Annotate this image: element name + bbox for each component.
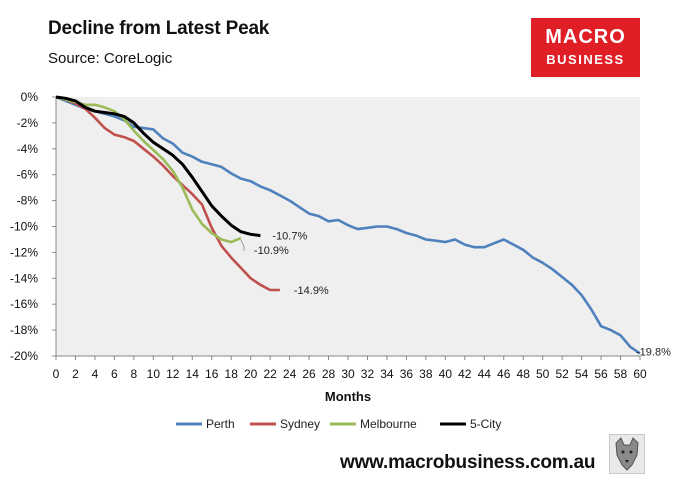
data-label-melbourne: -10.9% xyxy=(254,245,289,257)
data-label-leader xyxy=(240,239,245,252)
y-tick-label: -12% xyxy=(10,245,38,259)
data-label-5-city: -10.7% xyxy=(272,231,307,243)
x-tick-label: 0 xyxy=(53,367,60,381)
series-line-5-city xyxy=(55,95,261,238)
x-tick-label: 24 xyxy=(283,367,297,381)
y-axis: 0% -2% -4% -6% -8% -10% -12% -14% -16% -18% -20% xyxy=(10,90,56,363)
x-tick-label: 30 xyxy=(341,367,355,381)
y-tick-label: 0% xyxy=(21,90,39,104)
y-tick-label: -6% xyxy=(17,168,39,182)
x-tick-label: 8 xyxy=(131,367,138,381)
series-lines xyxy=(55,95,641,355)
x-tick-label: 16 xyxy=(205,367,219,381)
legend-label-5-city: 5-City xyxy=(470,417,501,431)
y-tick-label: -8% xyxy=(17,194,39,208)
y-tick-label: -20% xyxy=(10,349,38,363)
x-tick-label: 54 xyxy=(575,367,589,381)
chart-source: Source: CoreLogic xyxy=(48,50,173,67)
chart-title: Decline from Latest Peak xyxy=(48,18,270,39)
legend-label-melbourne: Melbourne xyxy=(360,417,417,431)
x-tick-label: 14 xyxy=(186,367,200,381)
y-tick-label: -10% xyxy=(10,220,38,234)
footer-url[interactable]: www.macrobusiness.com.au xyxy=(340,452,596,473)
x-tick-label: 44 xyxy=(478,367,492,381)
y-tick-label: -2% xyxy=(17,116,39,130)
y-tick-label: -4% xyxy=(17,142,39,156)
x-tick-label: 6 xyxy=(111,367,118,381)
x-tick-label: 34 xyxy=(380,367,394,381)
x-tick-label: 36 xyxy=(400,367,414,381)
x-tick-label: 38 xyxy=(419,367,433,381)
wolf-logo-icon xyxy=(609,434,645,474)
legend-label-sydney: Sydney xyxy=(280,417,320,431)
x-tick-label: 52 xyxy=(555,367,569,381)
x-axis: 0 2 4 6 8 10 12 14 16 18 20 22 24 26 28 30 32 34 36 38 40 42 4… xyxy=(53,356,647,381)
x-tick-label: 12 xyxy=(166,367,180,381)
x-tick-label: 32 xyxy=(361,367,375,381)
y-tick-label: -16% xyxy=(10,297,38,311)
x-tick-label: 22 xyxy=(263,367,277,381)
x-tick-label: 60 xyxy=(633,367,647,381)
y-tick-label: -14% xyxy=(10,271,38,285)
x-tick-label: 50 xyxy=(536,367,550,381)
logo-line-1: MACRO xyxy=(545,26,626,48)
macrobusiness-logo: MACRO BUSINESS xyxy=(531,18,640,77)
legend: Perth Sydney Melbourne 5-City xyxy=(176,417,501,431)
x-axis-label: Months xyxy=(325,389,371,404)
legend-label-perth: Perth xyxy=(206,417,235,431)
x-tick-label: 42 xyxy=(458,367,472,381)
series-line-melbourne xyxy=(55,95,242,244)
x-tick-label: 48 xyxy=(517,367,531,381)
series-line-sydney xyxy=(55,95,280,292)
x-tick-label: 56 xyxy=(594,367,608,381)
x-tick-label: 4 xyxy=(92,367,99,381)
x-tick-label: 2 xyxy=(72,367,79,381)
x-tick-label: 46 xyxy=(497,367,511,381)
x-tick-label: 40 xyxy=(439,367,453,381)
x-tick-label: 28 xyxy=(322,367,336,381)
line-chart: 0% -2% -4% -6% -8% -10% -12% -14% -16% -18% -20% 0… xyxy=(10,90,671,431)
data-label-sydney: -14.9% xyxy=(294,285,329,297)
x-tick-label: 20 xyxy=(244,367,258,381)
x-tick-label: 26 xyxy=(302,367,316,381)
logo-line-2: BUSINESS xyxy=(546,52,625,67)
y-tick-label: -18% xyxy=(10,323,38,337)
data-labels: -10.7% -10.9% -14.9% -19.8% xyxy=(240,231,671,358)
x-tick-label: 10 xyxy=(147,367,161,381)
data-label-perth: -19.8% xyxy=(636,346,671,358)
x-tick-label: 58 xyxy=(614,367,628,381)
series-line-perth xyxy=(55,95,641,355)
x-tick-label: 18 xyxy=(225,367,239,381)
